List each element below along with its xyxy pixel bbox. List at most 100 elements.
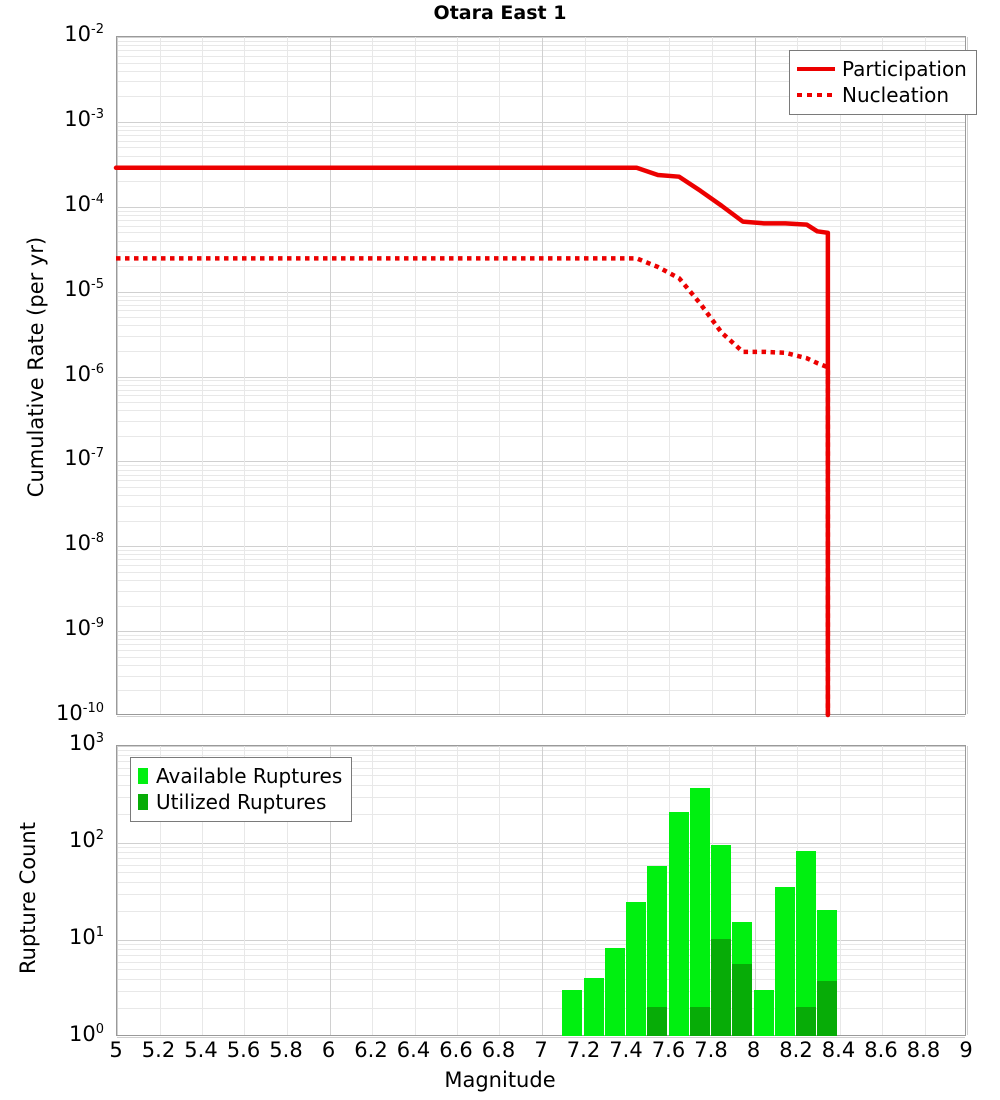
gridline-horizontal [117,45,965,46]
gridline-horizontal [117,395,965,396]
gridline-horizontal [117,962,965,963]
x-tick-label: 5.4 [184,1038,218,1062]
gridline-horizontal [117,650,965,651]
gridline-vertical [499,37,500,714]
gridline-horizontal [117,843,965,844]
y-tick-label: 10-3 [64,106,104,131]
legend-item-participation: Participation [797,56,967,82]
y-tick-label: 10-4 [64,191,104,216]
bar-available-ruptures [583,977,604,1036]
gridline-horizontal [117,487,965,488]
gridline-vertical [925,37,926,714]
gridline-vertical [457,746,458,1035]
gridline-horizontal [117,181,965,182]
gridline-vertical [755,37,756,714]
gridline-vertical [287,746,288,1035]
legend-item-utilized-ruptures: Utilized Ruptures [138,789,342,815]
bar-group [689,788,711,1036]
gridline-horizontal [117,380,965,381]
x-tick-label: 7.2 [566,1038,601,1062]
x-tick-label: 6 [321,1038,336,1062]
bar-group [562,989,583,1036]
gridline-horizontal [117,377,965,378]
gridline-vertical [669,37,670,714]
bar-group [796,851,817,1036]
gridline-vertical [117,37,118,714]
gridline-horizontal [117,591,965,592]
gridline-horizontal [117,147,965,148]
gridline-horizontal [117,550,965,551]
bar-group [817,909,838,1036]
gridline-vertical [840,746,841,1035]
gridline-horizontal [117,635,965,636]
gridline-horizontal [117,410,965,411]
bar-available-ruptures [689,788,711,1036]
gridline-horizontal [117,126,965,127]
gridline-horizontal [117,156,965,157]
gridline-horizontal [117,207,965,208]
gridline-horizontal [117,631,965,632]
gridline-horizontal [117,495,965,496]
gridline-horizontal [117,296,965,297]
gridline-horizontal [117,755,965,756]
bar-available-ruptures [796,851,817,1036]
gridline-horizontal [117,797,965,798]
y-tick-label: 10-9 [64,616,104,641]
gridline-horizontal [117,215,965,216]
x-tick-label: 7.8 [694,1038,728,1062]
gridline-vertical [627,37,628,714]
gridline-vertical [585,37,586,714]
x-tick-label: 8.6 [864,1038,898,1062]
gridline-horizontal [117,665,965,666]
bar-group [604,948,625,1036]
curve-nucleation [116,256,831,715]
gridline-horizontal [117,606,965,607]
gridline-vertical [117,746,118,1035]
bar-available-ruptures [647,866,668,1036]
gridline-horizontal [117,300,965,301]
gridline-horizontal [117,122,965,123]
gridline-horizontal [117,676,965,677]
x-tick-label: 7.6 [651,1038,686,1062]
bar-utilized-ruptures [647,1006,668,1036]
nucleation-line-swatch-icon [797,93,835,97]
bar-utilized-ruptures [817,980,838,1036]
gridline-horizontal [117,50,965,51]
bar-available-ruptures [626,902,647,1036]
gridline-horizontal [117,911,965,912]
legend-label-participation: Participation [842,57,967,81]
gridline-horizontal [117,761,965,762]
x-tick-label: 5.6 [226,1038,261,1062]
gridline-horizontal [117,750,965,751]
legend-item-nucleation: Nucleation [797,82,967,108]
gridline-horizontal [117,690,965,691]
gridline-horizontal [117,310,965,311]
gridline-horizontal [117,351,965,352]
gridline-vertical [372,746,373,1035]
gridline-vertical [627,746,628,1035]
gridline-horizontal [117,402,965,403]
curve-participation [113,165,831,718]
gridline-horizontal [117,657,965,658]
x-tick-label: 5 [109,1038,123,1062]
bar-group [626,902,647,1036]
gridline-horizontal [117,969,965,970]
y-tick-label: 10-7 [64,446,104,471]
gridline-horizontal [117,768,965,769]
gridline-horizontal [117,232,965,233]
gridline-vertical [244,37,245,714]
utilized-ruptures-swatch-icon [138,794,148,810]
gridline-horizontal [117,220,965,221]
gridline-horizontal [117,436,965,437]
gridline-vertical [499,746,500,1035]
gridline-horizontal [117,421,965,422]
gridline-horizontal [117,565,965,566]
gridline-horizontal [117,461,965,462]
gridline-vertical [542,746,543,1035]
gridline-horizontal [117,955,965,956]
y-tick-label: 10-2 [64,22,104,46]
gridline-horizontal [117,41,965,42]
gridline-horizontal [117,506,965,507]
